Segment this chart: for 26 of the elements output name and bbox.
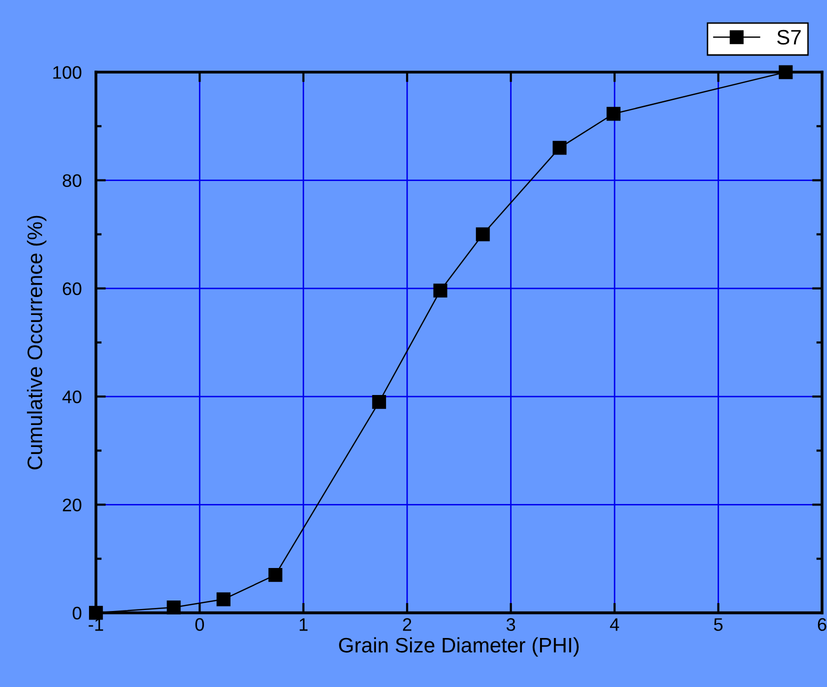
x-axis-title: Grain Size Diameter (PHI) [339,637,579,657]
point [372,395,386,409]
x-tick-label: 6 [818,618,826,631]
point [433,284,448,298]
y-tick-label: 60 [62,282,82,296]
y-tick-label: 100 [53,66,82,79]
point [268,568,282,582]
y-axis-title: Cumulative Occurrence (%) [26,216,46,470]
y-tick-label: 20 [62,498,82,512]
x-tick-label: 1 [300,618,308,631]
y-tick-label: 0 [72,606,82,620]
legend-label: S7 [777,30,801,45]
point [476,227,490,242]
x-tick-label: 2 [403,618,412,631]
x-tick-label: 4 [610,618,620,631]
x-tick-label: 0 [195,618,204,631]
point [216,592,230,606]
y-tick-label: 80 [62,174,82,187]
point [606,106,620,121]
point [166,600,181,614]
x-tick-label: 3 [506,618,516,631]
x-tick-label: 5 [714,618,723,631]
point [88,606,103,620]
point [778,65,793,80]
point [552,140,567,155]
y-tick-label: 40 [62,390,82,404]
